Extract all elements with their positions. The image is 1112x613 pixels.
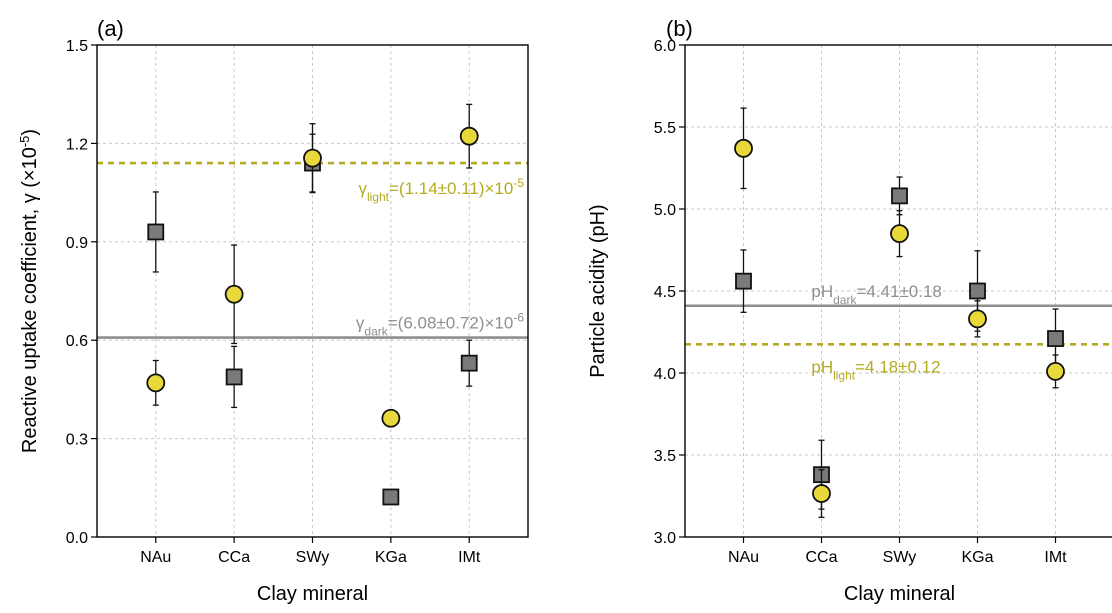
x-tick-label: IMt <box>1044 549 1067 566</box>
ref-label-prefix: pH <box>811 282 833 301</box>
reference-line-label-light: pHlight=4.18±0.12 <box>811 357 940 382</box>
ref-label-body: =(1.14±0.11)×10 <box>389 179 513 198</box>
x-tick-label: NAu <box>728 549 759 566</box>
reference-line-label-dark: pHdark=4.41±0.18 <box>811 282 942 307</box>
y-tick-label: 5.0 <box>654 202 676 219</box>
data-point-dark <box>460 354 478 372</box>
x-axis-label: Clay mineral <box>257 583 368 605</box>
data-point-dark <box>735 272 752 290</box>
x-tick-label: KGa <box>961 549 993 566</box>
y-axis-label-text: Particle acidity (pH) <box>587 204 609 377</box>
data-point-dark <box>891 187 908 205</box>
y-axis-label: Reactive uptake coefficient, γ (×10-5) <box>17 129 42 453</box>
ref-label-body: =4.41±0.18 <box>856 282 941 301</box>
x-tick-label: SWy <box>883 549 917 566</box>
ref-label-prefix: γ <box>358 179 367 198</box>
panel-label: (b) <box>666 16 693 41</box>
data-point-light <box>224 284 244 304</box>
data-point-light <box>459 126 479 146</box>
y-tick-label: 4.0 <box>654 366 676 383</box>
data-point-light <box>1046 361 1065 381</box>
data-point-light <box>381 408 401 428</box>
y-axis-label: Particle acidity (pH) <box>587 204 609 377</box>
ref-label-prefix: γ <box>356 314 365 333</box>
ref-label-sup: -6 <box>513 311 524 325</box>
y-tick-label: 5.5 <box>654 120 676 137</box>
data-point-light <box>734 138 753 158</box>
reference-line-label-dark: γdark=(6.08±0.72)×10-6 <box>356 311 524 339</box>
data-point-light <box>812 484 831 503</box>
y-tick-label: 1.5 <box>66 38 88 55</box>
y-tick-label: 3.5 <box>654 448 676 465</box>
y-tick-label: 1.2 <box>66 136 88 153</box>
y-tick-label: 4.5 <box>654 284 676 301</box>
plot-frame <box>684 44 1112 538</box>
reference-line-label-light: γlight=(1.14±0.11)×10-5 <box>358 176 524 204</box>
x-tick-label: CCa <box>218 549 250 566</box>
data-point-dark <box>147 223 165 241</box>
x-tick-label: SWy <box>296 549 330 566</box>
y-tick-label: 3.0 <box>654 530 676 547</box>
data-point-dark <box>225 368 243 386</box>
plot-frame <box>96 44 529 538</box>
ref-label-sub: dark <box>364 325 388 339</box>
data-point-light <box>968 309 987 329</box>
y-axis-label-sup: -5 <box>17 136 32 148</box>
ref-label-body: =4.18±0.12 <box>855 357 940 376</box>
x-tick-label: IMt <box>458 549 481 566</box>
y-axis-label-text: Reactive uptake coefficient, γ (×10 <box>19 147 41 453</box>
x-tick-label: KGa <box>375 549 407 566</box>
data-point-dark <box>1047 330 1064 347</box>
ref-label-body: =(6.08±0.72)×10 <box>388 314 514 333</box>
ref-label-sup: -5 <box>513 176 524 190</box>
ref-label-sub: light <box>367 190 390 204</box>
data-point-dark <box>969 282 986 300</box>
ref-label-sub: dark <box>833 293 857 307</box>
x-tick-label: NAu <box>140 549 171 566</box>
data-point-light <box>303 148 322 168</box>
y-tick-label: 0.0 <box>66 530 88 547</box>
y-tick-label: 0.9 <box>66 235 88 252</box>
x-axis-label: Clay mineral <box>844 583 955 605</box>
ref-label-prefix: pH <box>811 357 833 376</box>
panel-label: (a) <box>97 16 124 41</box>
data-point-light <box>890 224 909 244</box>
data-point-light <box>146 373 166 393</box>
y-axis-label-close: ) <box>19 129 41 136</box>
y-tick-label: 6.0 <box>654 38 676 55</box>
y-tick-label: 0.6 <box>66 333 88 350</box>
x-tick-label: CCa <box>805 549 837 566</box>
y-tick-label: 0.3 <box>66 432 88 449</box>
data-point-dark <box>382 488 400 506</box>
ref-label-sub: light <box>833 368 856 382</box>
